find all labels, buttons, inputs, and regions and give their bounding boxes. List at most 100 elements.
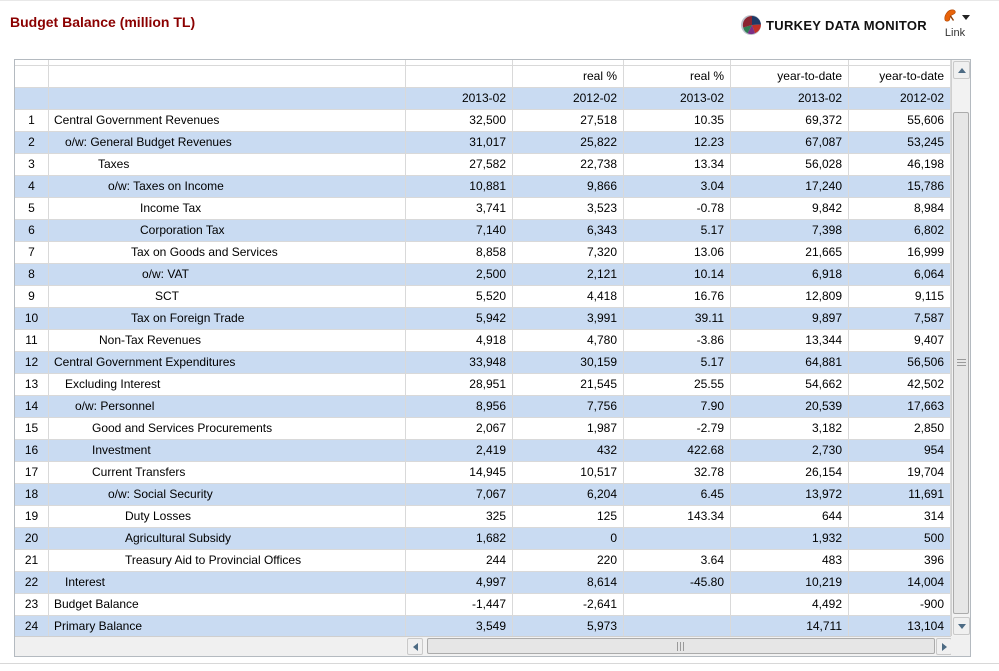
table-row[interactable]: 9 SCT 5,520 4,418 16.76 12,809 9,115 (15, 286, 951, 308)
cell-value: 13.06 (624, 242, 731, 264)
row-label: Primary Balance (49, 616, 406, 636)
cell-value: 8,858 (406, 242, 513, 264)
horizontal-scrollbar[interactable] (406, 637, 953, 656)
row-label: o/w: Taxes on Income (49, 176, 406, 198)
table-row[interactable]: 15 Good and Services Procurements 2,067 … (15, 418, 951, 440)
cell-value: 3,741 (406, 198, 513, 220)
scroll-down-button[interactable] (953, 617, 970, 635)
cell-value: 21,665 (731, 242, 849, 264)
row-number: 21 (15, 550, 49, 572)
table-row[interactable]: 13 Excluding Interest 28,951 21,545 25.5… (15, 374, 951, 396)
cell-value: 2,121 (513, 264, 624, 286)
table-row[interactable]: 18 o/w: Social Security 7,067 6,204 6.45… (15, 484, 951, 506)
cell-value: 67,087 (731, 132, 849, 154)
table-row[interactable]: 21 Treasury Aid to Provincial Offices 24… (15, 550, 951, 572)
cell-value: 32,500 (406, 110, 513, 132)
page-bottom-divider (0, 663, 999, 664)
cell-value: 14,004 (849, 572, 951, 594)
cell-value: 56,028 (731, 154, 849, 176)
cell-value: 64,881 (731, 352, 849, 374)
cell-value: 7,398 (731, 220, 849, 242)
cell-value (624, 528, 731, 550)
row-label: Interest (49, 572, 406, 594)
scroll-left-button[interactable] (407, 638, 423, 655)
row-label: Treasury Aid to Provincial Offices (49, 550, 406, 572)
table-row[interactable]: 16 Investment 2,419 432 422.68 2,730 954 (15, 440, 951, 462)
table-row[interactable]: 22 Interest 4,997 8,614 -45.80 10,219 14… (15, 572, 951, 594)
horizontal-scroll-thumb[interactable] (427, 638, 935, 654)
row-label: Central Government Revenues (49, 110, 406, 132)
row-number: 16 (15, 440, 49, 462)
row-label: Corporation Tax (49, 220, 406, 242)
cell-value: 7.90 (624, 396, 731, 418)
table-row[interactable]: 2 o/w: General Budget Revenues 31,017 25… (15, 132, 951, 154)
link-button[interactable]: Link (935, 7, 975, 39)
scroll-right-icon (941, 642, 947, 651)
cell-value: 30,159 (513, 352, 624, 374)
frozen-column-filler (15, 637, 406, 656)
table-row[interactable]: 10 Tax on Foreign Trade 5,942 3,991 39.1… (15, 308, 951, 330)
column-group-header (406, 66, 513, 88)
cell-value (624, 594, 731, 616)
table-row[interactable]: 7 Tax on Goods and Services 8,858 7,320 … (15, 242, 951, 264)
column-group-header (49, 66, 406, 88)
row-number: 24 (15, 616, 49, 636)
cell-value: 12,809 (731, 286, 849, 308)
row-number: 5 (15, 198, 49, 220)
cell-value: 9,115 (849, 286, 951, 308)
table-row[interactable]: 14 o/w: Personnel 8,956 7,756 7.90 20,53… (15, 396, 951, 418)
table-row[interactable]: 6 Corporation Tax 7,140 6,343 5.17 7,398… (15, 220, 951, 242)
table-row[interactable]: 17 Current Transfers 14,945 10,517 32.78… (15, 462, 951, 484)
cell-value: 432 (513, 440, 624, 462)
cell-value: 6,802 (849, 220, 951, 242)
table-row[interactable]: 5 Income Tax 3,741 3,523 -0.78 9,842 8,9… (15, 198, 951, 220)
cell-value: 3.04 (624, 176, 731, 198)
cell-value: 3,182 (731, 418, 849, 440)
cell-value: 5,973 (513, 616, 624, 636)
cell-value: 1,682 (406, 528, 513, 550)
cell-value: 12.23 (624, 132, 731, 154)
table-row[interactable]: 11 Non-Tax Revenues 4,918 4,780 -3.86 13… (15, 330, 951, 352)
cell-value: 3,991 (513, 308, 624, 330)
cell-value: 32.78 (624, 462, 731, 484)
scroll-up-button[interactable] (953, 61, 970, 79)
cell-value: 53,245 (849, 132, 951, 154)
table-row[interactable]: 19 Duty Losses 325 125 143.34 644 314 (15, 506, 951, 528)
cell-value: 2,730 (731, 440, 849, 462)
cell-value (624, 616, 731, 636)
table-row[interactable]: 3 Taxes 27,582 22,738 13.34 56,028 46,19… (15, 154, 951, 176)
cell-value: 8,614 (513, 572, 624, 594)
column-group-header: real % (513, 66, 624, 88)
row-label: Central Government Expenditures (49, 352, 406, 374)
column-period-header: 2012-02 (849, 88, 951, 110)
cell-value: 27,582 (406, 154, 513, 176)
cell-value: 25,822 (513, 132, 624, 154)
data-grid: real % real % year-to-date year-to-date … (14, 59, 971, 657)
cell-value: 1,932 (731, 528, 849, 550)
row-number: 9 (15, 286, 49, 308)
table-row[interactable]: 8 o/w: VAT 2,500 2,121 10.14 6,918 6,064 (15, 264, 951, 286)
table-row[interactable]: 23 Budget Balance -1,447 -2,641 4,492 -9… (15, 594, 951, 616)
row-label: o/w: General Budget Revenues (49, 132, 406, 154)
column-period-header: 2012-02 (513, 88, 624, 110)
scrollbar-corner (951, 636, 970, 656)
cell-value: 125 (513, 506, 624, 528)
vertical-scrollbar[interactable] (951, 60, 970, 636)
cell-value: 2,850 (849, 418, 951, 440)
cell-value: 5,520 (406, 286, 513, 308)
table-row[interactable]: 20 Agricultural Subsidy 1,682 0 1,932 50… (15, 528, 951, 550)
row-number: 1 (15, 110, 49, 132)
scroll-right-button[interactable] (936, 638, 952, 655)
row-label: Good and Services Procurements (49, 418, 406, 440)
row-number: 13 (15, 374, 49, 396)
page-header: Budget Balance (million TL) TURKEY DATA … (0, 1, 999, 57)
table-row[interactable]: 12 Central Government Expenditures 33,94… (15, 352, 951, 374)
table-rows: 1 Central Government Revenues 32,500 27,… (15, 110, 951, 636)
table-row[interactable]: 24 Primary Balance 3,549 5,973 14,711 13… (15, 616, 951, 636)
cell-value: 2,067 (406, 418, 513, 440)
cell-value: 7,587 (849, 308, 951, 330)
page-title: Budget Balance (million TL) (10, 14, 196, 30)
table-row[interactable]: 1 Central Government Revenues 32,500 27,… (15, 110, 951, 132)
vertical-scroll-thumb[interactable] (953, 112, 969, 614)
table-row[interactable]: 4 o/w: Taxes on Income 10,881 9,866 3.04… (15, 176, 951, 198)
